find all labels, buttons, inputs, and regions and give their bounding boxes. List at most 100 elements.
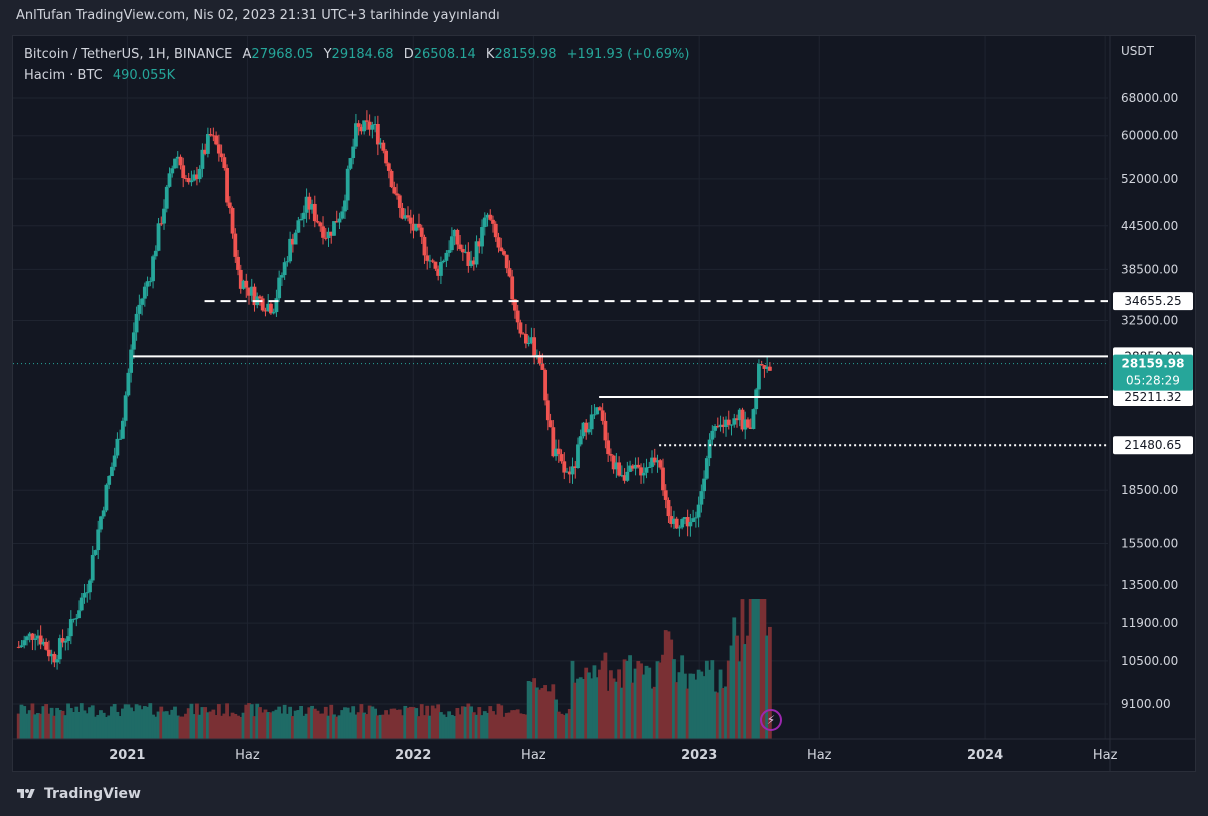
- volume-bar: [153, 716, 158, 739]
- volume-bar: [636, 660, 641, 739]
- volume-bar: [480, 715, 484, 739]
- candle-body: [726, 419, 731, 425]
- y-tick-label: 68000.00: [1121, 91, 1178, 105]
- candle-body: [153, 250, 158, 257]
- candle-body: [282, 262, 287, 276]
- volume-bar: [57, 710, 62, 739]
- volume-label[interactable]: Hacim · BTC: [24, 68, 103, 83]
- volume-bar: [351, 706, 356, 739]
- volume-bar: [663, 630, 668, 739]
- y-tick-label: 11900.00: [1121, 616, 1178, 630]
- candle-body: [195, 174, 199, 180]
- candle-body: [696, 504, 701, 518]
- volume-bar: [746, 635, 750, 739]
- candle-body: [208, 134, 213, 136]
- candle-body: [115, 438, 120, 456]
- candle-body: [77, 610, 81, 619]
- candle-body: [299, 218, 303, 221]
- candle-body: [718, 424, 723, 428]
- candle-body: [269, 303, 273, 314]
- candle-body: [439, 261, 443, 276]
- candle-body: [740, 409, 745, 430]
- candle-body: [433, 261, 438, 269]
- volume-bar: [400, 715, 405, 739]
- candle-body: [74, 618, 79, 620]
- volume-bar: [751, 599, 756, 739]
- candle-body: [548, 420, 553, 428]
- candle-body: [721, 424, 726, 427]
- candle-body: [636, 464, 641, 468]
- candle-body: [318, 222, 323, 227]
- volume-bar: [167, 714, 172, 739]
- volume-bar: [395, 709, 399, 739]
- candle-body: [600, 410, 605, 421]
- volume-bar: [584, 667, 589, 739]
- candle-body: [112, 455, 117, 467]
- volume-bar: [658, 662, 663, 739]
- volume-bar: [608, 670, 613, 739]
- price-axis-unit[interactable]: USDT: [1121, 44, 1154, 58]
- volume-bar: [140, 709, 144, 739]
- candle-body: [447, 250, 452, 253]
- candle-body: [293, 232, 298, 245]
- candle-body: [554, 448, 558, 457]
- candle-body: [79, 597, 84, 611]
- candle-body: [315, 221, 320, 223]
- candle-body: [359, 126, 364, 132]
- volume-bar: [762, 599, 767, 739]
- candlestick-chart[interactable]: 68000.00 60000.00 52000.00 44500.00 38500.00…: [13, 36, 1195, 771]
- candle-body: [38, 635, 43, 645]
- volume-bar: [767, 626, 772, 739]
- candle-body: [249, 286, 254, 296]
- volume-bar: [271, 711, 276, 739]
- candle-body: [422, 236, 427, 256]
- x-tick-label: 2024: [967, 748, 1003, 763]
- volume-bar: [367, 705, 372, 739]
- volume-bar: [598, 669, 602, 739]
- candle-body: [252, 286, 257, 306]
- candle-body: [312, 203, 317, 222]
- volume-bar: [378, 714, 383, 739]
- volume-bar: [502, 716, 506, 739]
- high-value: 29184.68: [331, 47, 394, 62]
- volume-bar: [266, 712, 271, 739]
- volume-bar: [439, 712, 443, 739]
- volume-bar: [677, 672, 682, 739]
- volume-bar: [573, 682, 578, 739]
- volume-bar: [340, 710, 345, 739]
- lightning-icon[interactable]: ⚡: [760, 709, 782, 731]
- candle-body: [370, 124, 375, 130]
- volume-bar: [628, 655, 632, 739]
- candle-body: [288, 238, 293, 262]
- y-tick-label: 9100.00: [1121, 697, 1171, 711]
- volume-bar: [513, 710, 517, 739]
- candle-body: [499, 247, 504, 252]
- footer-brand[interactable]: TradingView: [14, 786, 141, 802]
- candle-body: [611, 455, 616, 470]
- candle-body: [567, 471, 572, 475]
- volume-bar: [82, 710, 87, 739]
- candle-body: [66, 636, 70, 641]
- volume-bar: [581, 679, 586, 739]
- candle-body: [677, 527, 682, 529]
- candle-body: [702, 478, 706, 492]
- chart-pane[interactable]: 68000.00 60000.00 52000.00 44500.00 38500.00…: [12, 35, 1196, 772]
- volume-bar: [422, 715, 427, 739]
- candle-body: [400, 208, 405, 219]
- volume-bar: [617, 669, 622, 739]
- candle-body: [666, 499, 671, 517]
- volume-bar: [280, 713, 284, 739]
- volume-bar: [151, 714, 155, 739]
- candle-body: [463, 251, 468, 253]
- volume-bar: [406, 707, 410, 739]
- candle-body: [715, 426, 720, 428]
- candle-body: [49, 653, 54, 657]
- candle-body: [581, 422, 586, 437]
- volume-bar: [211, 709, 216, 739]
- volume-bar: [428, 715, 432, 739]
- candle-body: [321, 226, 325, 238]
- y-tick-label: 52000.00: [1121, 172, 1178, 186]
- candle-body: [639, 467, 643, 476]
- volume-bar: [241, 712, 246, 739]
- symbol-title[interactable]: Bitcoin / TetherUS, 1H, BINANCE: [24, 47, 233, 62]
